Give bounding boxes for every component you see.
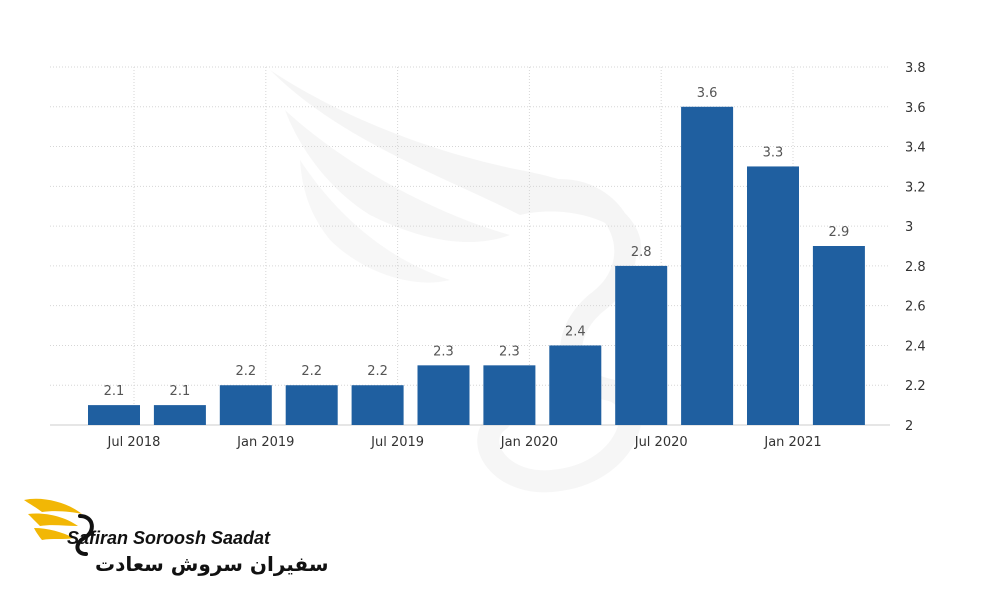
data-label: 2.2 <box>301 364 322 379</box>
x-tick-label: Jan 2020 <box>500 435 558 450</box>
y-tick-label: 3.2 <box>905 180 926 195</box>
data-labels: 2.1 2.1 2.2 2.2 2.2 2.3 2.3 2.4 2.8 3.6 3.3 2.9 <box>104 86 850 399</box>
y-tick-label: 2.4 <box>905 339 926 354</box>
bar <box>747 166 799 425</box>
wing-logo-icon <box>24 498 94 556</box>
data-label: 2.9 <box>829 225 850 240</box>
y-tick-label: 2 <box>905 419 913 434</box>
data-label: 3.3 <box>763 145 784 160</box>
logo-text-fa: سفیران سروش سعادت <box>95 552 329 576</box>
bar <box>615 265 668 425</box>
y-tick-label: 2.2 <box>905 379 926 394</box>
bar <box>681 106 734 426</box>
watermark-wing-icon <box>270 70 642 493</box>
y-tick-label: 2.8 <box>905 260 926 275</box>
bar <box>812 246 865 425</box>
data-label: 2.2 <box>367 364 388 379</box>
bar <box>549 345 602 425</box>
x-tick-label: Jul 2019 <box>370 435 424 450</box>
data-label: 2.1 <box>104 384 125 399</box>
bar <box>88 405 140 425</box>
data-label: 2.3 <box>433 344 454 359</box>
data-label: 2.4 <box>565 324 586 339</box>
logo-text-en: Safiran Soroosh Saadat <box>67 528 271 548</box>
company-logo <box>24 498 94 556</box>
x-axis: Jul 2018 Jan 2019 Jul 2019 Jan 2020 Jul 2020… <box>107 435 822 450</box>
data-label: 2.1 <box>170 384 191 399</box>
bar <box>219 385 272 425</box>
x-tick-label: Jul 2020 <box>634 435 688 450</box>
y-tick-label: 2.6 <box>905 300 926 315</box>
y-tick-label: 3.4 <box>905 141 926 156</box>
x-tick-label: Jan 2019 <box>236 435 294 450</box>
bars <box>88 106 865 426</box>
bar <box>285 385 338 425</box>
bar <box>153 405 206 425</box>
data-label: 2.3 <box>499 344 520 359</box>
data-label: 2.8 <box>631 245 652 260</box>
bar <box>351 385 404 425</box>
data-label: 2.2 <box>235 364 256 379</box>
x-tick-label: Jan 2021 <box>763 435 821 450</box>
bar <box>417 365 470 425</box>
bar <box>483 365 536 425</box>
y-axis: 2 2.2 2.4 2.6 2.8 3 3.2 3.4 3.6 3.8 <box>905 61 926 434</box>
y-tick-label: 3.6 <box>905 101 926 116</box>
y-tick-label: 3 <box>905 220 913 235</box>
x-tick-label: Jul 2018 <box>107 435 161 450</box>
y-tick-label: 3.8 <box>905 61 926 76</box>
data-label: 3.6 <box>697 86 718 101</box>
